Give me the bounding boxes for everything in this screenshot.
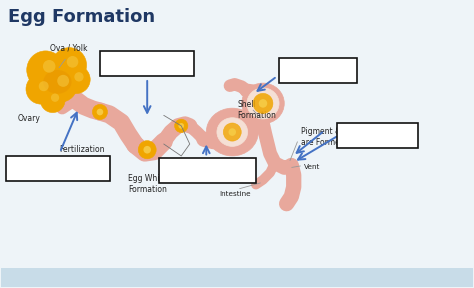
Ellipse shape: [223, 123, 241, 141]
Bar: [6, 156, 110, 181]
Ellipse shape: [40, 88, 65, 113]
Ellipse shape: [51, 94, 59, 102]
Bar: [159, 158, 256, 183]
Bar: [337, 123, 419, 148]
Ellipse shape: [92, 104, 108, 120]
Ellipse shape: [247, 88, 279, 119]
Text: Fertilization: Fertilization: [59, 145, 105, 154]
Text: Pigment & Bloom
are Formed: Pigment & Bloom are Formed: [301, 127, 367, 147]
Ellipse shape: [138, 141, 156, 159]
Ellipse shape: [242, 83, 284, 124]
Ellipse shape: [217, 118, 247, 146]
Ellipse shape: [43, 70, 72, 94]
Bar: [279, 58, 356, 83]
Bar: [100, 51, 193, 76]
Ellipse shape: [178, 123, 184, 129]
Ellipse shape: [26, 74, 56, 104]
Ellipse shape: [43, 60, 55, 73]
Bar: [0, 268, 474, 287]
Text: Intestine: Intestine: [219, 191, 250, 197]
Ellipse shape: [42, 66, 78, 102]
Ellipse shape: [228, 128, 236, 136]
Ellipse shape: [259, 99, 267, 108]
Ellipse shape: [74, 72, 83, 82]
Text: Egg White
Formation: Egg White Formation: [128, 174, 167, 194]
Text: Egg Formation: Egg Formation: [8, 8, 155, 26]
Text: Shell Membrane
Formation: Shell Membrane Formation: [175, 161, 237, 181]
Ellipse shape: [67, 56, 78, 68]
Text: Shell
Formation: Shell Formation: [237, 100, 276, 120]
Ellipse shape: [97, 109, 103, 115]
Ellipse shape: [39, 81, 49, 91]
Ellipse shape: [52, 48, 87, 83]
Ellipse shape: [57, 75, 69, 87]
Text: Ovary: Ovary: [17, 114, 40, 123]
Text: Vent: Vent: [304, 164, 320, 170]
Ellipse shape: [253, 93, 273, 113]
Text: Ova / Yolk: Ova / Yolk: [50, 43, 88, 52]
Ellipse shape: [63, 65, 90, 94]
Ellipse shape: [206, 108, 258, 156]
Ellipse shape: [144, 146, 151, 154]
Ellipse shape: [27, 51, 64, 89]
Ellipse shape: [174, 119, 188, 132]
